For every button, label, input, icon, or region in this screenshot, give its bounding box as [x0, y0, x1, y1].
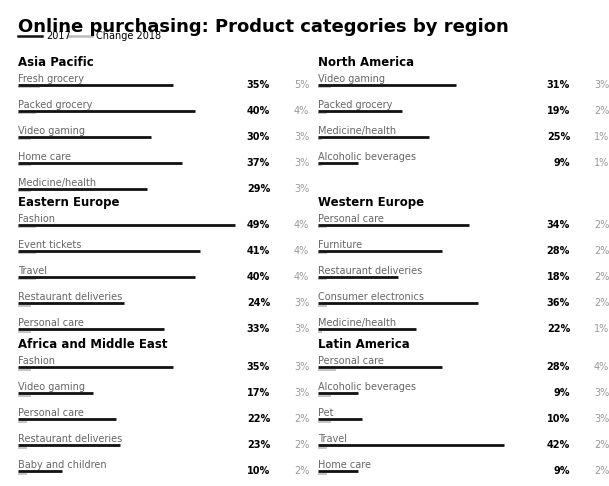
Text: Personal care: Personal care: [18, 408, 84, 418]
Text: 3%: 3%: [294, 184, 309, 194]
Text: Video gaming: Video gaming: [318, 74, 385, 84]
Text: 2%: 2%: [594, 466, 609, 476]
Text: 28%: 28%: [547, 246, 570, 256]
Text: 2%: 2%: [594, 298, 609, 308]
Text: 4%: 4%: [294, 220, 309, 230]
Text: North America: North America: [318, 56, 414, 69]
Text: 3%: 3%: [594, 80, 609, 90]
Text: 2%: 2%: [294, 466, 309, 476]
Text: Restaurant deliveries: Restaurant deliveries: [18, 292, 122, 302]
Text: Video gaming: Video gaming: [18, 382, 85, 392]
Text: 18%: 18%: [547, 272, 570, 282]
Text: Alcoholic beverages: Alcoholic beverages: [318, 152, 416, 162]
Text: 49%: 49%: [247, 220, 270, 230]
Text: Event tickets: Event tickets: [18, 240, 82, 250]
Text: 37%: 37%: [247, 158, 270, 168]
Text: 28%: 28%: [547, 362, 570, 372]
Text: 10%: 10%: [247, 466, 270, 476]
Text: 9%: 9%: [554, 388, 570, 398]
Text: Personal care: Personal care: [318, 356, 384, 366]
Text: 4%: 4%: [294, 272, 309, 282]
Text: Furniture: Furniture: [318, 240, 362, 250]
Text: 4%: 4%: [294, 106, 309, 116]
Text: 22%: 22%: [547, 324, 570, 334]
Text: 30%: 30%: [247, 132, 270, 142]
Text: 4%: 4%: [294, 246, 309, 256]
Text: Asia Pacific: Asia Pacific: [18, 56, 94, 69]
Text: 25%: 25%: [547, 132, 570, 142]
Text: 2017: 2017: [46, 31, 71, 41]
Text: Medicine/health: Medicine/health: [18, 178, 96, 188]
Text: 3%: 3%: [294, 158, 309, 168]
Text: 31%: 31%: [547, 80, 570, 90]
Text: 3%: 3%: [594, 414, 609, 424]
Text: Personal care: Personal care: [18, 318, 84, 328]
Text: Medicine/health: Medicine/health: [318, 318, 396, 328]
Text: Eastern Europe: Eastern Europe: [18, 196, 119, 209]
Text: Africa and Middle East: Africa and Middle East: [18, 338, 167, 351]
Text: 2%: 2%: [594, 440, 609, 450]
Text: 3%: 3%: [294, 362, 309, 372]
Text: Home care: Home care: [318, 460, 371, 470]
Text: Medicine/health: Medicine/health: [318, 126, 396, 136]
Text: Western Europe: Western Europe: [318, 196, 424, 209]
Text: Video gaming: Video gaming: [18, 126, 85, 136]
Text: 2%: 2%: [294, 414, 309, 424]
Text: 3%: 3%: [294, 388, 309, 398]
Text: 10%: 10%: [547, 414, 570, 424]
Text: 40%: 40%: [247, 272, 270, 282]
Text: 1%: 1%: [594, 132, 609, 142]
Text: 2%: 2%: [594, 246, 609, 256]
Text: Consumer electronics: Consumer electronics: [318, 292, 424, 302]
Text: 33%: 33%: [247, 324, 270, 334]
Text: 3%: 3%: [294, 324, 309, 334]
Text: 9%: 9%: [554, 466, 570, 476]
Text: 40%: 40%: [247, 106, 270, 116]
Text: Fresh grocery: Fresh grocery: [18, 74, 84, 84]
Text: 23%: 23%: [247, 440, 270, 450]
Text: Pet: Pet: [318, 408, 334, 418]
Text: 19%: 19%: [547, 106, 570, 116]
Text: 35%: 35%: [247, 80, 270, 90]
Text: 36%: 36%: [547, 298, 570, 308]
Text: 22%: 22%: [247, 414, 270, 424]
Text: 41%: 41%: [247, 246, 270, 256]
Text: 1%: 1%: [594, 158, 609, 168]
Text: Packed grocery: Packed grocery: [318, 100, 392, 110]
Text: 2%: 2%: [594, 106, 609, 116]
Text: 3%: 3%: [294, 132, 309, 142]
Text: Packed grocery: Packed grocery: [18, 100, 93, 110]
Text: 3%: 3%: [294, 298, 309, 308]
Text: 1%: 1%: [594, 324, 609, 334]
Text: 2%: 2%: [594, 220, 609, 230]
Text: 17%: 17%: [247, 388, 270, 398]
Text: 5%: 5%: [294, 80, 309, 90]
Text: Restaurant deliveries: Restaurant deliveries: [18, 434, 122, 444]
Text: 4%: 4%: [594, 362, 609, 372]
Text: Baby and children: Baby and children: [18, 460, 107, 470]
Text: Restaurant deliveries: Restaurant deliveries: [318, 266, 422, 276]
Text: Home care: Home care: [18, 152, 71, 162]
Text: 24%: 24%: [247, 298, 270, 308]
Text: 2%: 2%: [294, 440, 309, 450]
Text: Change 2018: Change 2018: [96, 31, 161, 41]
Text: 3%: 3%: [594, 388, 609, 398]
Text: Travel: Travel: [18, 266, 47, 276]
Text: Online purchasing: Product categories by region: Online purchasing: Product categories by…: [18, 18, 509, 36]
Text: 2%: 2%: [594, 272, 609, 282]
Text: 42%: 42%: [547, 440, 570, 450]
Text: Fashion: Fashion: [18, 214, 55, 224]
Text: Alcoholic beverages: Alcoholic beverages: [318, 382, 416, 392]
Text: 35%: 35%: [247, 362, 270, 372]
Text: Personal care: Personal care: [318, 214, 384, 224]
Text: 29%: 29%: [247, 184, 270, 194]
Text: 9%: 9%: [554, 158, 570, 168]
Text: 34%: 34%: [547, 220, 570, 230]
Text: Latin America: Latin America: [318, 338, 410, 351]
Text: Travel: Travel: [318, 434, 347, 444]
Text: Fashion: Fashion: [18, 356, 55, 366]
